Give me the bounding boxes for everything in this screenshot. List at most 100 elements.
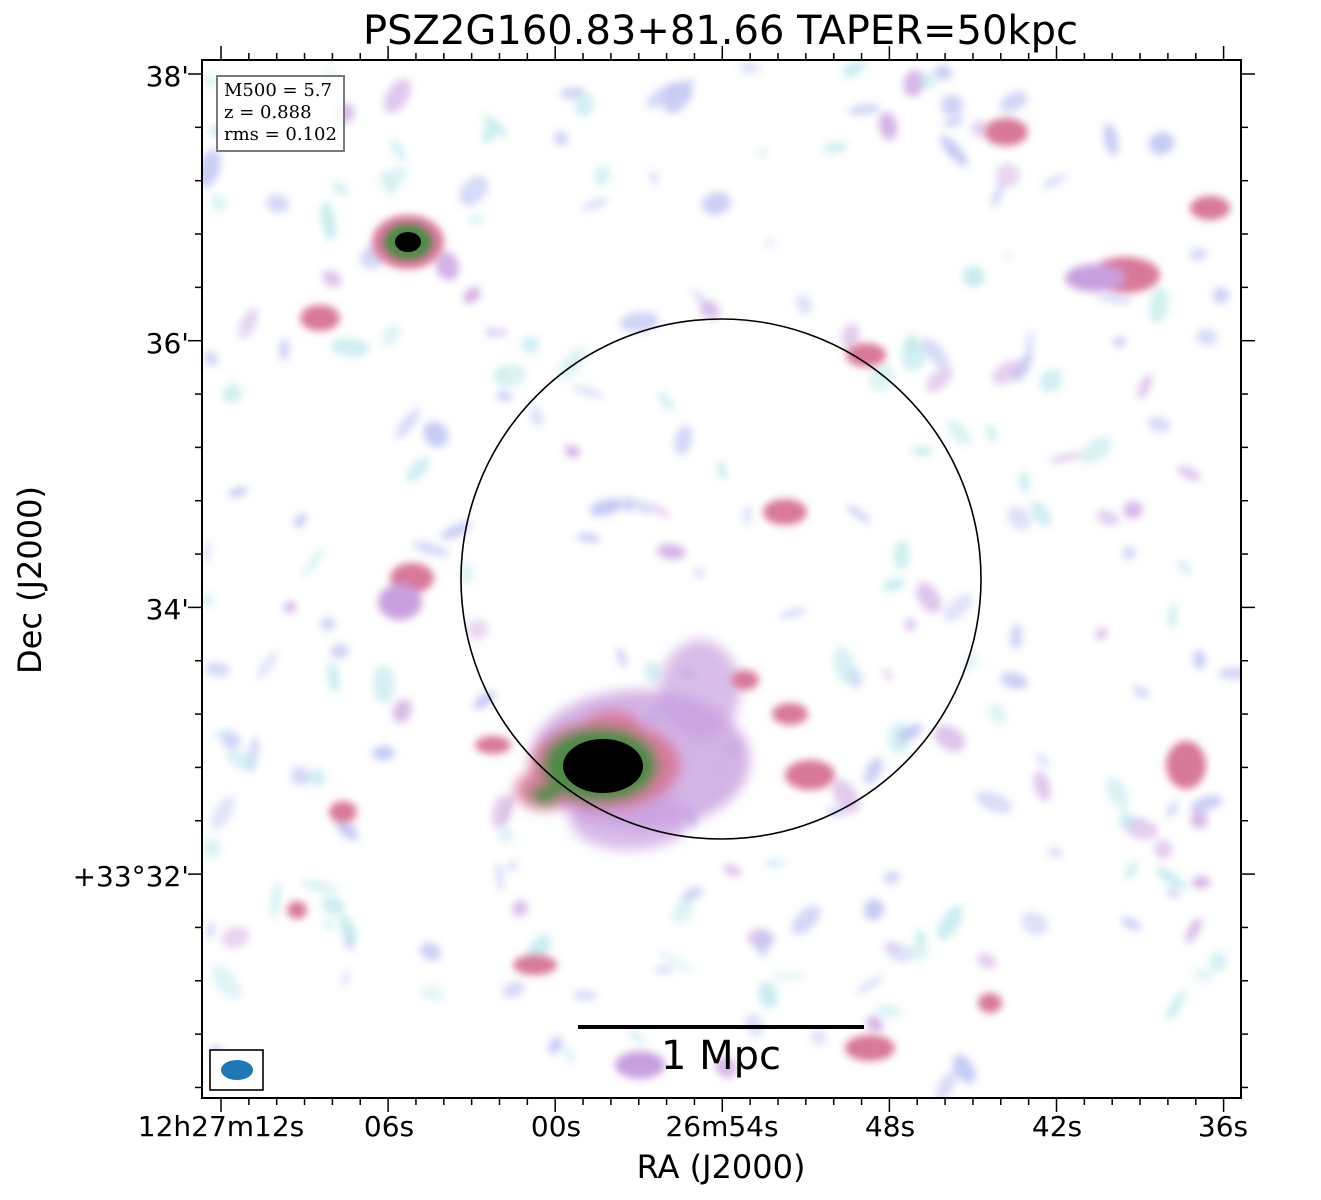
noise-speckle <box>492 794 508 829</box>
noise-speckle <box>999 91 1028 113</box>
redshift-text: z = 0.888 <box>224 102 312 123</box>
noise-speckle <box>1177 560 1192 576</box>
noise-speckle <box>832 779 860 814</box>
noise-speckle <box>716 460 727 480</box>
m500-text: M500 = 5.7 <box>224 80 332 101</box>
noise-speckle <box>1019 471 1030 494</box>
noise-speckle <box>386 167 409 186</box>
noise-speckle <box>904 333 918 354</box>
noise-speckle <box>758 982 778 1009</box>
noise-speckle <box>764 859 787 867</box>
noise-speckle <box>1166 801 1179 818</box>
r500-circle <box>460 318 982 840</box>
noise-speckle <box>203 74 216 88</box>
noise-speckle <box>1217 667 1241 680</box>
noise-speckle <box>963 652 978 673</box>
noise-speckle <box>926 366 953 393</box>
noise-speckle <box>1113 336 1127 347</box>
noise-speckle <box>1167 888 1179 899</box>
noise-speckle <box>674 425 693 455</box>
noise-speckle <box>878 111 898 141</box>
noise-speckle <box>257 651 278 680</box>
cluster-info-box: M500 = 5.7 z = 0.888 rms = 0.102 <box>216 75 345 152</box>
noise-speckle <box>1030 501 1052 527</box>
noise-speckle <box>663 80 691 114</box>
noise-speckle <box>869 364 895 392</box>
noise-speckle <box>336 818 359 841</box>
noise-speckle <box>463 286 481 304</box>
noise-speckle <box>977 953 997 969</box>
noise-speckle <box>440 521 472 540</box>
central-bright-source-core <box>563 739 643 793</box>
noise-speckle <box>970 120 988 138</box>
noise-speckle <box>701 191 731 215</box>
noise-speckle <box>914 929 927 948</box>
noise-speckle <box>1123 501 1143 519</box>
noise-speckle <box>1191 876 1211 889</box>
noise-speckle <box>1121 917 1142 931</box>
noise-speckle <box>757 149 768 157</box>
noise-speckle <box>435 251 460 281</box>
noise-speckle <box>1193 649 1206 670</box>
noise-speckle <box>1105 777 1130 809</box>
noise-speckle <box>1095 627 1108 641</box>
noise-speckle <box>301 547 325 578</box>
noise-speckle <box>1119 809 1131 830</box>
noise-speckle <box>1185 917 1202 944</box>
noise-speckle <box>554 131 568 146</box>
noise-speckle <box>699 300 721 320</box>
noise-speckle <box>916 582 942 614</box>
noise-speckle <box>672 897 694 925</box>
noise-speckle <box>495 861 504 892</box>
noise-speckle <box>649 171 659 184</box>
x-tick-label: 06s <box>363 1110 415 1143</box>
noise-speckle <box>330 643 349 659</box>
noise-speckle <box>497 827 514 843</box>
noise-speckle <box>574 93 595 117</box>
noise-speckle <box>589 498 624 517</box>
noise-speckle <box>1148 287 1169 324</box>
noise-speckle <box>423 421 449 448</box>
noise-speckle <box>654 965 674 974</box>
noise-speckle <box>943 593 973 622</box>
noise-speckle <box>1154 839 1173 860</box>
noise-speckle <box>1212 287 1229 304</box>
noise-speckle <box>771 972 807 980</box>
rms-text: rms = 0.102 <box>224 124 337 145</box>
scale-bar-label: 1 Mpc <box>660 1033 782 1079</box>
x-tick-label: 42s <box>1031 1110 1083 1143</box>
noise-speckle <box>1189 247 1208 261</box>
y-tick-label: 38' <box>145 60 189 93</box>
noise-speckle <box>657 392 674 411</box>
noise-speckle <box>937 905 963 941</box>
noise-speckle <box>502 981 525 998</box>
noise-speckle <box>657 543 686 560</box>
noise-speckle <box>934 65 952 81</box>
noise-speckle <box>468 213 485 226</box>
plot-frame <box>201 59 1242 1099</box>
x-tick-label: 36s <box>1197 1110 1249 1143</box>
noise-speckle <box>507 860 518 871</box>
noise-speckle <box>1007 506 1031 531</box>
noise-speckle <box>658 951 692 973</box>
noise-speckle <box>715 1056 737 1078</box>
noise-speckle <box>1193 969 1214 982</box>
noise-speckle <box>548 1036 563 1055</box>
noise-speckle <box>1096 510 1120 526</box>
noise-speckle <box>742 505 753 526</box>
noise-speckle <box>1125 819 1159 840</box>
noise-speckle <box>327 662 340 693</box>
noise-speckle <box>202 149 221 188</box>
noise-speckle <box>564 445 580 458</box>
axis-ticks <box>188 46 1255 1112</box>
noise-speckle <box>643 661 663 684</box>
noise-speckle <box>459 176 489 206</box>
noise-speckle <box>576 533 601 542</box>
noise-speckle <box>594 165 610 186</box>
noise-speckle <box>985 423 997 443</box>
noise-speckle <box>1166 990 1186 1021</box>
noise-speckle <box>1148 132 1175 155</box>
figure-title: PSZ2G160.83+81.66 TAPER=50kpc <box>363 8 1078 54</box>
noise-speckle <box>988 703 1007 725</box>
